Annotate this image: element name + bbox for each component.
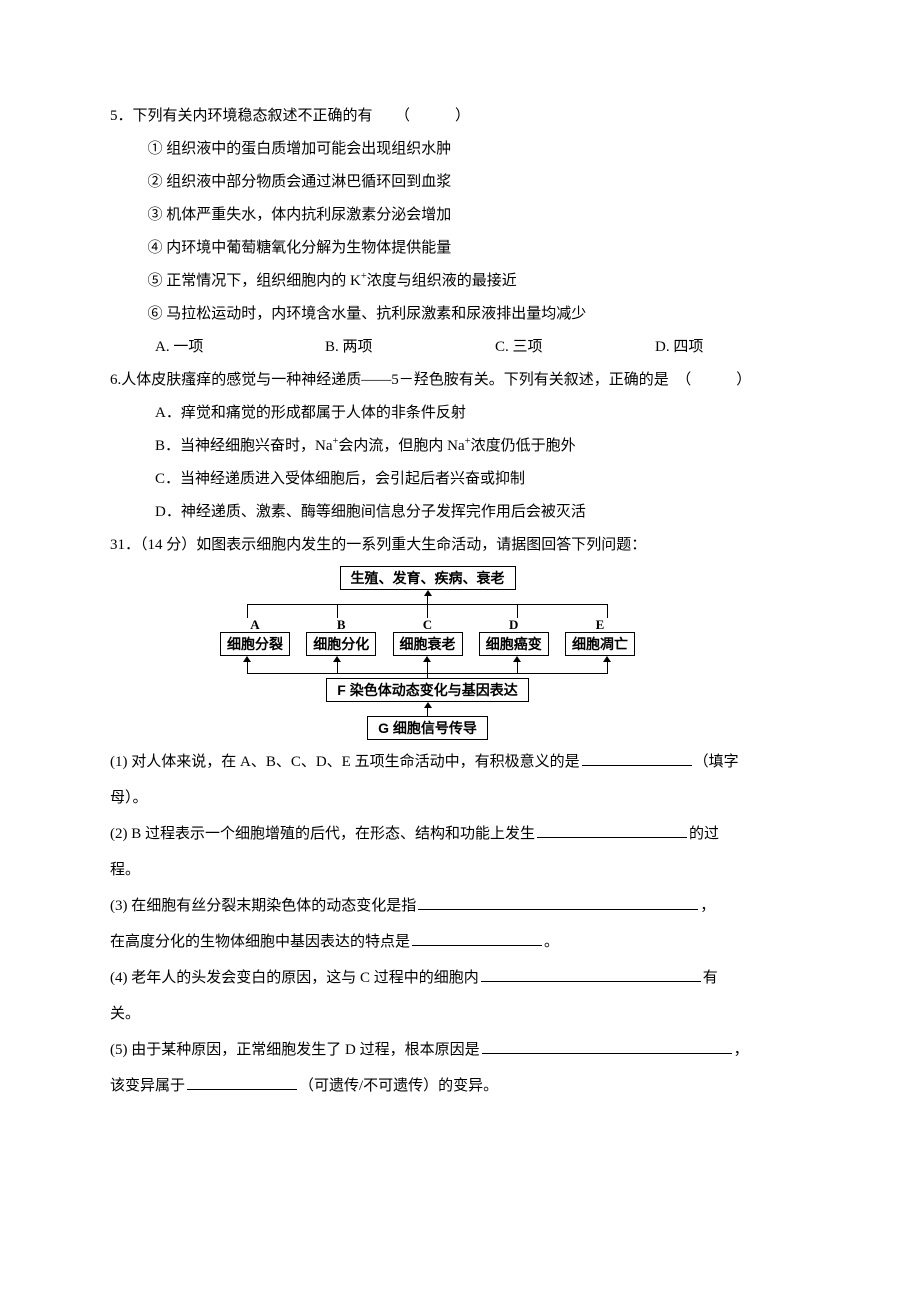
cell-a-label: 细胞分裂 bbox=[220, 632, 290, 656]
q5-item5-post: 浓度与组织液的最接近 bbox=[367, 273, 517, 289]
diagram-arrow-g bbox=[424, 702, 432, 716]
diagram-cell-a: A 细胞分裂 bbox=[220, 618, 290, 656]
q31-3-b: ， bbox=[700, 898, 715, 914]
q31-1-c: 母）。 bbox=[110, 780, 810, 816]
q31-subquestions: (1) 对人体来说，在 A、B、C、D、E 五项生命活动中，有积极意义的是 （填字… bbox=[110, 744, 810, 1104]
q5-item-1: ① 组织液中的蛋白质增加可能会出现组织水肿 bbox=[110, 133, 810, 166]
q6-b-mid: 会内流，但胞内 Na bbox=[338, 438, 464, 454]
q5-item-3: ③ 机体严重失水，体内抗利尿激素分泌会增加 bbox=[110, 199, 810, 232]
q31-diagram: 生殖、发育、疾病、衰老 A 细胞分裂 B 细胞分化 C 细胞衰老 D 细 bbox=[220, 566, 810, 740]
diagram-cell-d: D 细胞癌变 bbox=[479, 618, 549, 656]
diagram-g-box: G 细胞信号传导 bbox=[367, 716, 488, 740]
blank-6[interactable] bbox=[482, 1038, 732, 1054]
q31-2-a: (2) B 过程表示一个细胞增殖的后代，在形态、结构和功能上发生 bbox=[110, 826, 535, 842]
cell-b-letter: B bbox=[337, 618, 346, 631]
q31-1-b: （填字 bbox=[694, 754, 739, 770]
cell-d-letter: D bbox=[509, 618, 518, 631]
q31-1-a: (1) 对人体来说，在 A、B、C、D、E 五项生命活动中，有积极意义的是 bbox=[110, 754, 580, 770]
blank-4[interactable] bbox=[412, 930, 542, 946]
q31-3-a: (3) 在细胞有丝分裂末期染色体的动态变化是指 bbox=[110, 898, 416, 914]
q31-4-c: 关。 bbox=[110, 996, 810, 1032]
q31-5-c: 该变异属于 bbox=[110, 1078, 185, 1094]
cell-e-label: 细胞凋亡 bbox=[565, 632, 635, 656]
blank-1[interactable] bbox=[582, 750, 692, 766]
cell-c-letter: C bbox=[423, 618, 432, 631]
blank-7[interactable] bbox=[187, 1074, 297, 1090]
q31-5-d: （可遗传/不可遗传）的变异。 bbox=[299, 1078, 498, 1094]
cell-a-letter: A bbox=[250, 618, 259, 631]
blank-2[interactable] bbox=[537, 822, 687, 838]
q5-item-2: ② 组织液中部分物质会通过淋巴循环回到血浆 bbox=[110, 166, 810, 199]
q31-5-b: ， bbox=[734, 1042, 749, 1058]
cell-b-label: 细胞分化 bbox=[306, 632, 376, 656]
q6-stem: 6.人体皮肤瘙痒的感觉与一种神经递质——5－羟色胺有关。下列有关叙述，正确的是 … bbox=[110, 364, 810, 397]
q31-4-b: 有 bbox=[703, 970, 718, 986]
q5-option-a: A. 一项 bbox=[155, 331, 325, 364]
q31-4-a: (4) 老年人的头发会变白的原因，这与 C 过程中的细胞内 bbox=[110, 970, 479, 986]
q6-b-pre: B．当神经细胞兴奋时，Na bbox=[155, 438, 333, 454]
blank-3[interactable] bbox=[418, 894, 698, 910]
diagram-cell-c: C 细胞衰老 bbox=[393, 618, 463, 656]
q5-item-5: ⑤ 正常情况下，组织细胞内的 K+浓度与组织液的最接近 bbox=[110, 265, 810, 298]
diagram-f-box: F 染色体动态变化与基因表达 bbox=[326, 678, 528, 702]
q5-options: A. 一项 B. 两项 C. 三项 D. 四项 bbox=[110, 331, 810, 364]
q6-b-post: 浓度仍低于胞外 bbox=[471, 438, 576, 454]
cell-e-letter: E bbox=[596, 618, 605, 631]
q5-option-c: C. 三项 bbox=[495, 331, 655, 364]
q5-option-d: D. 四项 bbox=[655, 331, 775, 364]
q5-item-4: ④ 内环境中葡萄糖氧化分解为生物体提供能量 bbox=[110, 232, 810, 265]
q31-5-a: (5) 由于某种原因，正常细胞发生了 D 过程，根本原因是 bbox=[110, 1042, 480, 1058]
q5-item5-pre: ⑤ 正常情况下，组织细胞内的 K bbox=[148, 273, 361, 289]
q6-option-a: A．痒觉和痛觉的形成都属于人体的非条件反射 bbox=[110, 397, 810, 430]
diagram-cell-e: E 细胞凋亡 bbox=[565, 618, 635, 656]
q5-item-6: ⑥ 马拉松运动时，内环境含水量、抗利尿激素和尿液排出量均减少 bbox=[110, 298, 810, 331]
blank-5[interactable] bbox=[481, 966, 701, 982]
q31-3-d: 。 bbox=[544, 934, 559, 950]
diagram-top-box: 生殖、发育、疾病、衰老 bbox=[340, 566, 516, 590]
diagram-cell-b: B 细胞分化 bbox=[306, 618, 376, 656]
q31-2-c: 程。 bbox=[110, 852, 810, 888]
diagram-arrow-top bbox=[424, 590, 432, 604]
q6-option-b: B．当神经细胞兴奋时，Na+会内流，但胞内 Na+浓度仍低于胞外 bbox=[110, 430, 810, 463]
q31-3-c: 在高度分化的生物体细胞中基因表达的特点是 bbox=[110, 934, 410, 950]
q31-stem: 31．（14 分）如图表示细胞内发生的一系列重大生命活动，请据图回答下列问题： bbox=[110, 529, 810, 562]
cell-c-label: 细胞衰老 bbox=[393, 632, 463, 656]
q5-stem: 5．下列有关内环境稳态叙述不正确的有 （ ） bbox=[110, 100, 810, 133]
q6-option-d: D．神经递质、激素、酶等细胞间信息分子发挥完作用后会被灭活 bbox=[110, 496, 810, 529]
q6-option-c: C．当神经递质进入受体细胞后，会引起后者兴奋或抑制 bbox=[110, 463, 810, 496]
cell-d-label: 细胞癌变 bbox=[479, 632, 549, 656]
q31-2-b: 的过 bbox=[689, 826, 719, 842]
q5-option-b: B. 两项 bbox=[325, 331, 495, 364]
